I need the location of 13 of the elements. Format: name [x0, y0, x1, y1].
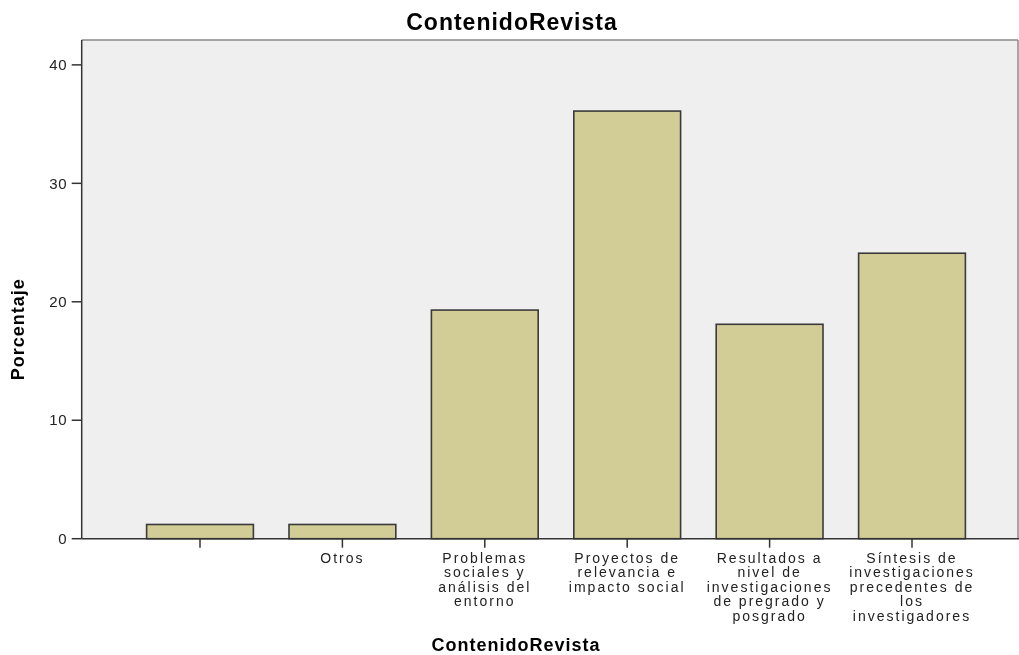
x-axis-title: ContenidoRevista	[431, 635, 601, 655]
x-tick-label: Otros	[320, 550, 365, 566]
y-tick-label: 30	[49, 174, 67, 192]
y-tick-label: 40	[49, 56, 67, 74]
x-tick-label: Problemas sociales y análisis del entorno	[438, 550, 532, 610]
x-tick-label: Síntesis de investigaciones precedentes de los investigadores	[849, 550, 975, 624]
y-tick-label: 20	[49, 293, 67, 311]
x-tick-label: Resultados a nivel de investigaciones de pregrado y posgrado	[706, 550, 833, 624]
y-axis-title: Porcentaje	[8, 278, 28, 381]
x-tick-label: Proyectos de relevancia e impacto social	[568, 550, 686, 595]
y-tick-label: 0	[58, 529, 67, 547]
y-tick-label: 10	[49, 411, 67, 429]
chart-title: ContenidoRevista	[406, 9, 618, 35]
